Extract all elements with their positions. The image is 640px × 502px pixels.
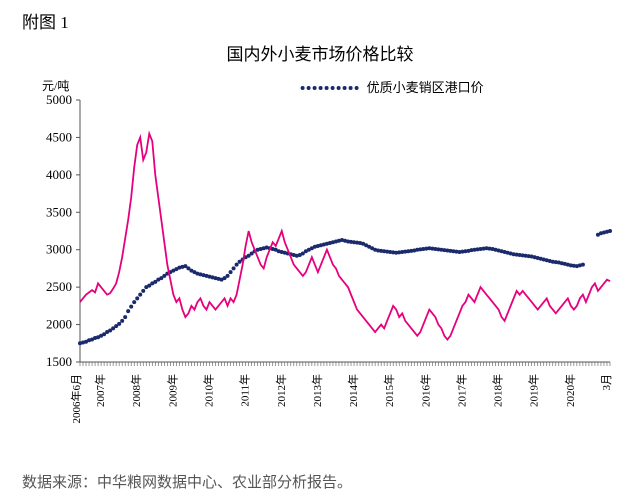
svg-text:2020年: 2020年 — [563, 374, 577, 407]
svg-text:2011年: 2011年 — [238, 374, 252, 407]
chart-container: 1500 2000 2500 3000 3500 4000 4500 5000元/吨 2006年… — [20, 72, 620, 452]
svg-text:2012年: 2012年 — [274, 374, 288, 407]
svg-text:2017年: 2017年 — [454, 374, 468, 407]
svg-text:3月: 3月 — [601, 374, 613, 391]
svg-text:2015年: 2015年 — [382, 374, 396, 407]
svg-text:优质小麦销区港口价: 优质小麦销区港口价 — [367, 80, 484, 95]
source-note: 数据来源：中华粮网数据中心、农业部分析报告。 — [22, 471, 352, 492]
svg-text:4000: 4000 — [46, 167, 72, 182]
svg-text:3000: 3000 — [46, 242, 72, 257]
svg-text:2500: 2500 — [46, 279, 72, 294]
svg-text:2018年: 2018年 — [491, 374, 505, 407]
svg-text:2009年: 2009年 — [165, 374, 179, 407]
svg-text:2007年: 2007年 — [93, 374, 107, 407]
svg-text:2013年: 2013年 — [310, 374, 324, 407]
svg-text:1500: 1500 — [46, 354, 72, 369]
svg-text:2019年: 2019年 — [527, 374, 541, 407]
svg-text:4500: 4500 — [46, 129, 72, 144]
chart-title: 国内外小麦市场价格比较 — [0, 40, 640, 65]
svg-text:2000: 2000 — [46, 317, 72, 332]
svg-text:2014年: 2014年 — [346, 374, 360, 407]
svg-text:2016年: 2016年 — [418, 374, 432, 407]
page: 附图 1 国内外小麦市场价格比较 1500 2000 2500 3000 3500 400… — [0, 0, 640, 502]
svg-text:元/吨: 元/吨 — [42, 79, 69, 93]
svg-text:3500: 3500 — [46, 204, 72, 219]
svg-text:2006年6月: 2006年6月 — [69, 374, 83, 424]
price-chart: 1500 2000 2500 3000 3500 4000 4500 5000元/吨 2006年… — [20, 72, 620, 452]
svg-text:2008年: 2008年 — [129, 374, 143, 407]
figure-label: 附图 1 — [22, 8, 69, 33]
svg-text:2010年: 2010年 — [202, 374, 216, 407]
svg-text:5000: 5000 — [46, 92, 72, 107]
